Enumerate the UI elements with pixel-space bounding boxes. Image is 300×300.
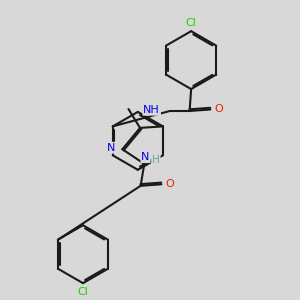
Text: Cl: Cl [77,287,88,297]
Text: N: N [141,152,150,162]
Text: N: N [107,143,116,153]
Text: O: O [166,179,174,189]
Text: Cl: Cl [186,18,196,28]
Text: NH: NH [143,105,160,115]
Text: H: H [152,155,160,165]
Text: O: O [214,104,223,115]
